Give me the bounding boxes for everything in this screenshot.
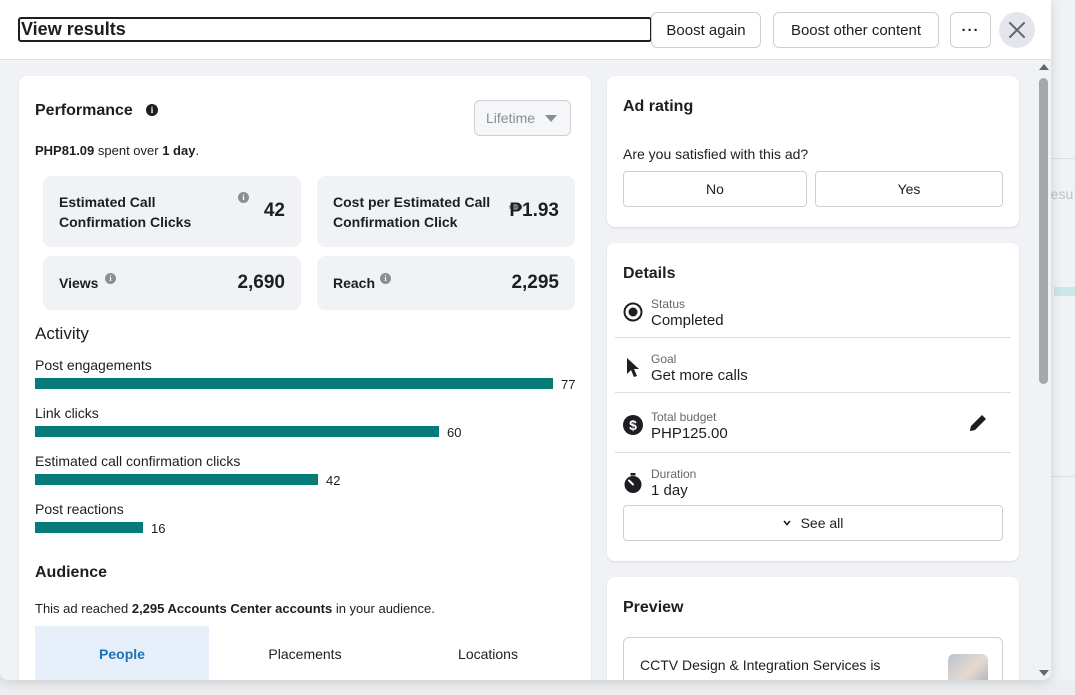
detail-value: PHP125.00: [651, 425, 728, 442]
metric-card: Cost per Estimated Call Confirmation Cli…: [317, 176, 575, 247]
more-options-button[interactable]: ···: [950, 12, 991, 48]
metric-card: Views i 2,690: [43, 256, 301, 310]
modal-header: View results Boost again Boost other con…: [0, 0, 1051, 60]
close-button[interactable]: [999, 12, 1035, 48]
detail-key: Goal: [651, 352, 677, 366]
performance-card: Performance i Lifetime PHP81.09 spent ov…: [19, 76, 591, 680]
scroll-up-arrow-icon[interactable]: [1039, 64, 1049, 70]
metric-value: ₱1.93: [509, 200, 559, 221]
info-icon[interactable]: i: [380, 273, 391, 284]
background-text: resu: [1046, 186, 1074, 202]
metric-label: Estimated Call Confirmation Clicks: [59, 194, 192, 230]
ad-preview[interactable]: CCTV Design & Integration Services is: [623, 637, 1003, 680]
activity-label: Post reactions: [35, 501, 124, 517]
activity-bar: [35, 378, 553, 389]
metric-card: Reach i 2,295: [317, 256, 575, 310]
divider: [615, 337, 1011, 338]
preview-title: Preview: [623, 599, 684, 616]
see-all-label: See all: [800, 515, 844, 531]
edit-pencil-icon[interactable]: [967, 412, 989, 434]
caret-down-icon: [545, 115, 557, 122]
info-icon[interactable]: i: [238, 192, 249, 203]
boost-again-button[interactable]: Boost again: [651, 12, 761, 48]
background-divider: [1050, 158, 1075, 159]
svg-text:$: $: [629, 417, 637, 433]
radio-status-icon: [623, 302, 643, 322]
info-icon[interactable]: i: [105, 273, 116, 284]
audience-summary: This ad reached 2,295 Accounts Center ac…: [35, 601, 435, 616]
ad-rating-title: Ad rating: [623, 98, 694, 115]
background-panel: resu: [1046, 0, 1075, 695]
activity-label: Link clicks: [35, 405, 99, 421]
see-all-button[interactable]: See all: [623, 505, 1003, 541]
stopwatch-icon: [624, 473, 642, 493]
details-title: Details: [623, 265, 676, 282]
close-icon: [1009, 22, 1025, 38]
chevron-down-icon: [782, 520, 791, 526]
detail-row-goal: Goal Get more calls: [615, 350, 1011, 392]
preview-thumbnail: [948, 654, 988, 680]
dollar-icon: $: [623, 415, 643, 435]
metric-label: Views: [59, 275, 99, 291]
metric-card: Estimated Call Confirmation Clicks i 42: [43, 176, 301, 247]
detail-row-duration: Duration 1 day: [615, 465, 1011, 507]
activity-bar: [35, 522, 143, 533]
activity-value: 16: [151, 521, 166, 536]
detail-value: 1 day: [651, 482, 688, 499]
activity-title: Activity: [35, 324, 89, 343]
details-card: Details Status Completed Goal Get more c…: [607, 243, 1019, 561]
activity-bar: [35, 426, 439, 437]
activity-value: 60: [447, 425, 462, 440]
background-bottom: [0, 680, 1075, 695]
detail-key: Total budget: [651, 410, 717, 424]
preview-text: CCTV Design & Integration Services is: [640, 657, 881, 673]
activity-label: Estimated call confirmation clicks: [35, 453, 241, 469]
preview-card: Preview CCTV Design & Integration Servic…: [607, 577, 1019, 680]
ad-rating-card: Ad rating Are you satisfied with this ad…: [607, 76, 1019, 227]
detail-key: Status: [651, 297, 686, 311]
yes-button[interactable]: Yes: [815, 171, 1003, 207]
metric-value: 42: [263, 200, 285, 221]
scrollbar[interactable]: [1036, 60, 1051, 680]
divider: [615, 452, 1011, 453]
spent-summary: PHP81.09 spent over 1 day.: [35, 143, 200, 158]
info-icon[interactable]: i: [146, 104, 158, 116]
detail-row-status: Status Completed: [615, 295, 1011, 337]
divider: [615, 392, 1011, 393]
performance-title: Performance: [35, 102, 133, 119]
scrollbar-thumb[interactable]: [1039, 78, 1048, 384]
activity-value: 42: [326, 473, 341, 488]
tab-locations[interactable]: Locations: [458, 646, 518, 662]
metric-label: Cost per Estimated Call Confirmation Cli…: [333, 194, 491, 230]
date-range-dropdown[interactable]: Lifetime: [474, 100, 571, 136]
background-bar: [1054, 287, 1075, 296]
rating-question: Are you satisfied with this ad?: [623, 146, 809, 162]
modal-title: View results: [18, 17, 652, 42]
background-divider: [1050, 476, 1075, 477]
detail-row-budget: $ Total budget PHP125.00: [615, 408, 1011, 450]
no-button[interactable]: No: [623, 171, 807, 207]
metric-value: 2,690: [237, 272, 285, 293]
tab-people[interactable]: People: [35, 626, 209, 680]
tab-placements[interactable]: Placements: [268, 646, 342, 662]
detail-value: Get more calls: [651, 367, 748, 384]
audience-title: Audience: [35, 564, 108, 581]
activity-value: 77: [561, 377, 576, 392]
dropdown-value: Lifetime: [486, 110, 536, 126]
activity-label: Post engagements: [35, 357, 152, 373]
boost-other-content-button[interactable]: Boost other content: [773, 12, 939, 48]
detail-value: Completed: [651, 312, 724, 329]
metric-label: Reach: [333, 275, 376, 291]
activity-bar: [35, 474, 318, 485]
metric-value: 2,295: [511, 272, 559, 293]
detail-key: Duration: [651, 467, 697, 481]
cursor-icon: [627, 358, 639, 377]
view-results-modal: View results Boost again Boost other con…: [0, 0, 1051, 680]
scroll-down-arrow-icon[interactable]: [1039, 670, 1049, 676]
